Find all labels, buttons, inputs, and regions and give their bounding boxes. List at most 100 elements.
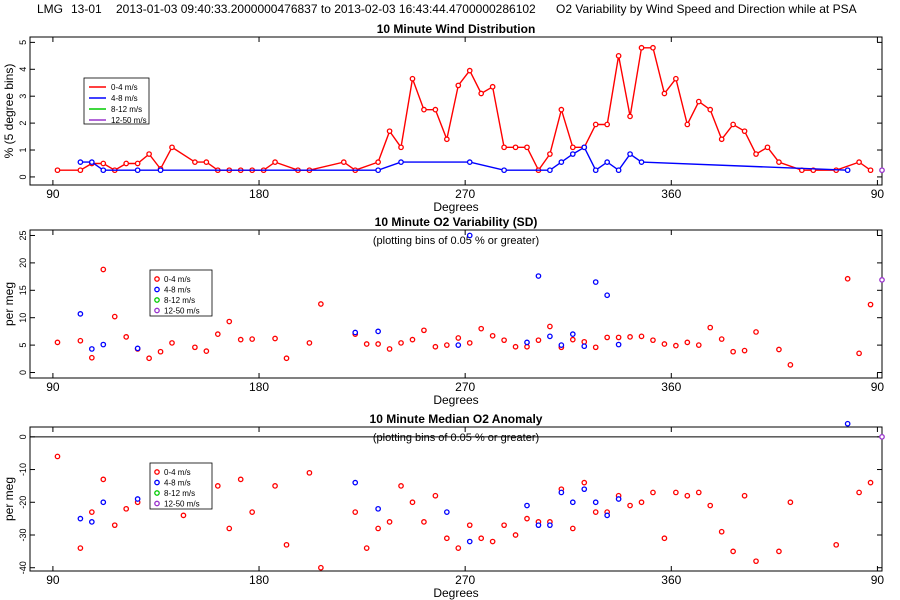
data-point xyxy=(272,483,278,489)
data-point xyxy=(673,75,679,82)
legend-box xyxy=(149,462,213,510)
legend-swatch xyxy=(154,276,160,282)
y-tick-label: 0 xyxy=(18,370,28,375)
data-point xyxy=(375,505,381,512)
data-point xyxy=(524,339,530,346)
data-point xyxy=(123,160,130,167)
y-tick-label: -10 xyxy=(18,463,28,476)
y-tick-label: 5 xyxy=(18,40,28,45)
legend: 0-4 m/s 4-8 m/s8-12 m/s 12-50 m/s xyxy=(149,269,213,317)
legend-swatch xyxy=(154,307,160,314)
data-point xyxy=(363,341,370,347)
data-point xyxy=(375,159,381,165)
data-point xyxy=(512,532,519,538)
data-point xyxy=(684,492,691,499)
data-point xyxy=(100,476,107,483)
data-point xyxy=(638,499,645,506)
data-point xyxy=(856,489,862,496)
x-tick-label: 270 xyxy=(455,380,475,394)
data-point xyxy=(88,509,95,515)
data-point xyxy=(581,486,588,493)
legend-label: 4-8 m/s xyxy=(164,286,191,295)
data-point xyxy=(111,522,118,529)
data-point xyxy=(592,121,599,128)
series-12-50-m-s xyxy=(879,277,885,283)
data-point xyxy=(524,502,530,509)
x-tick-label: 180 xyxy=(249,573,269,587)
data-point xyxy=(627,334,633,340)
data-point xyxy=(409,499,416,506)
data-point xyxy=(432,343,439,350)
data-point xyxy=(569,151,576,157)
data-point xyxy=(718,336,725,342)
legend-swatch xyxy=(154,469,160,475)
data-point xyxy=(787,499,794,506)
data-point xyxy=(237,476,244,483)
x-tick-label: 270 xyxy=(455,573,475,587)
data-point xyxy=(661,341,668,347)
data-point xyxy=(146,355,152,362)
legend-label: 8-12 m/s xyxy=(111,105,142,114)
y-tick-label: 4 xyxy=(18,67,28,72)
legend-swatch xyxy=(154,286,160,293)
data-point xyxy=(443,535,450,542)
data-point xyxy=(867,301,874,308)
data-point xyxy=(386,128,393,135)
data-point xyxy=(249,509,256,515)
data-point xyxy=(776,548,782,555)
y-axis-label: per meg xyxy=(2,282,16,326)
legend-label: 12-50 m/s xyxy=(164,500,200,509)
data-point xyxy=(226,525,233,532)
data-point xyxy=(592,344,599,351)
data-point xyxy=(306,340,313,346)
data-point xyxy=(547,167,553,174)
data-point xyxy=(856,159,862,165)
data-point xyxy=(753,151,759,157)
panel-wind-distribution: 10 Minute Wind Distribution 90 180 270 360 90… xyxy=(2,22,885,214)
data-point xyxy=(684,339,691,346)
data-point xyxy=(123,334,130,340)
data-point xyxy=(318,301,324,307)
y-tick-label: 20 xyxy=(18,258,28,268)
data-point xyxy=(650,489,656,496)
y-tick-label: -20 xyxy=(18,496,28,509)
data-point xyxy=(501,144,507,151)
legend-label: 8-12 m/s xyxy=(164,296,195,305)
data-point xyxy=(54,453,61,460)
data-point xyxy=(627,502,633,509)
x-tick-label: 360 xyxy=(661,573,681,587)
series-line xyxy=(57,47,871,172)
data-point xyxy=(478,535,485,542)
data-point xyxy=(501,337,507,344)
chart-title: 10 Minute Wind Distribution xyxy=(377,22,536,36)
data-point xyxy=(592,499,599,506)
data-point xyxy=(398,144,404,151)
x-tick-label: 90 xyxy=(46,573,60,587)
y-tick-label: 2 xyxy=(18,121,28,126)
data-point xyxy=(432,492,439,499)
y-tick-label: 10 xyxy=(18,313,28,323)
data-point xyxy=(592,167,599,174)
data-point xyxy=(650,44,656,51)
data-point xyxy=(684,121,691,128)
data-point xyxy=(306,469,313,476)
data-point xyxy=(879,277,885,283)
x-tick-label: 270 xyxy=(455,187,475,201)
data-point xyxy=(695,342,702,348)
data-point xyxy=(203,159,210,165)
data-point xyxy=(466,232,473,239)
data-point xyxy=(409,336,416,343)
data-point xyxy=(615,52,622,59)
data-point xyxy=(409,75,416,82)
data-point xyxy=(455,342,462,348)
data-point xyxy=(192,344,198,351)
data-point xyxy=(547,323,553,330)
legend: 0-4 m/s 4-8 m/s8-12 m/s 12-50 m/s xyxy=(149,462,213,510)
data-point xyxy=(558,159,565,165)
data-point xyxy=(535,273,542,279)
data-point xyxy=(512,144,519,151)
data-point xyxy=(88,354,95,361)
data-point xyxy=(455,335,462,341)
x-axis-label: Degrees xyxy=(433,200,478,214)
data-point xyxy=(134,167,141,174)
